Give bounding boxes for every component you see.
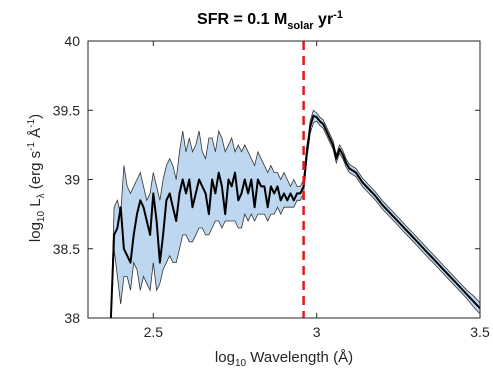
x-axis-label-subscript: 10 [235, 358, 247, 369]
y-axis-label: log10 Lλ (erg s-1 Å-1) [26, 114, 47, 242]
plot-area [109, 41, 481, 319]
y-axis-label-sup2: -1 [26, 118, 37, 127]
y-axis-label-lambda: λ [36, 193, 47, 198]
y-axis-label-sup1: -1 [26, 142, 37, 151]
y-axis-label-units: (erg s [27, 151, 44, 194]
chart-title: SFR = 0.1 Msolar yr-1 [197, 9, 343, 32]
y-axis-label-subscript: 10 [36, 211, 47, 223]
y-axis-label-close: ) [27, 114, 44, 119]
x-axis-ticks: 2.5 3 3.5 [144, 41, 490, 340]
chart-title-superscript: -1 [333, 9, 343, 21]
y-axis-label-units2: Å [27, 128, 44, 142]
median-line [109, 114, 481, 319]
chart-title-subscript: solar [287, 20, 314, 32]
x-tick-label: 2.5 [144, 324, 164, 340]
chart-title-mid: yr [314, 11, 334, 28]
x-tick-label: 3 [313, 324, 321, 340]
y-tick-label: 38.5 [53, 241, 80, 257]
x-axis-label: log10 Wavelength (Å) [215, 349, 353, 369]
y-axis-label-prefix: log [27, 222, 44, 242]
y-axis-ticks: 38 38.5 39 39.5 40 [53, 33, 480, 326]
uncertainty-band [110, 109, 481, 319]
x-tick-label: 3.5 [470, 324, 490, 340]
x-axis-label-suffix: Wavelength (Å) [246, 349, 353, 366]
x-axis-label-prefix: log [215, 349, 235, 366]
y-tick-label: 40 [64, 33, 80, 49]
y-tick-label: 39.5 [53, 102, 80, 118]
y-axis-label-mid: L [27, 198, 44, 211]
y-tick-label: 39 [64, 172, 80, 188]
chart-title-prefix: SFR = 0.1 M [197, 11, 287, 28]
y-tick-label: 38 [64, 310, 80, 326]
